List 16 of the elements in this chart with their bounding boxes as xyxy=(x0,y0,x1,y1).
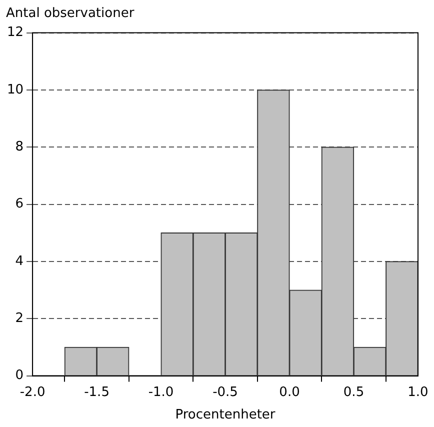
y-tick-label: 8 xyxy=(15,140,24,155)
x-axis-title: Procentenheter xyxy=(175,408,276,423)
y-axis-title: Antal observationer xyxy=(6,6,134,21)
x-tick-label: -0.5 xyxy=(212,384,238,400)
y-tick-label: 0 xyxy=(15,368,24,384)
y-tick-label: 6 xyxy=(15,196,24,212)
y-tick-label: 4 xyxy=(15,254,24,269)
x-tick-label: 0.0 xyxy=(279,384,300,400)
y-tick-label: 12 xyxy=(6,25,24,40)
y-tick-label: 2 xyxy=(15,311,24,326)
y-tick-label: 10 xyxy=(6,82,24,98)
x-tick-label: -2.0 xyxy=(20,384,46,400)
x-tick-label: -1.5 xyxy=(84,384,110,400)
x-tick-label: 1.0 xyxy=(408,384,428,400)
x-tick-label: 0.5 xyxy=(343,384,364,400)
x-tick-label: -1.0 xyxy=(148,384,174,400)
